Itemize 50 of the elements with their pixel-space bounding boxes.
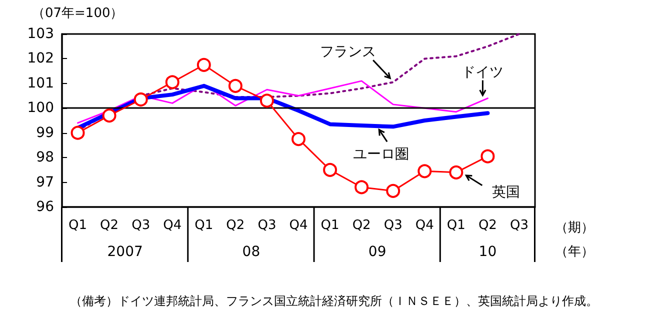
- point: [196, 58, 211, 72]
- point: [418, 164, 432, 178]
- text: 09: [368, 244, 386, 260]
- point: [323, 162, 338, 177]
- y-tick-label: 99: [36, 124, 54, 141]
- point: [102, 108, 116, 123]
- point: [165, 75, 180, 90]
- x-tick-label: Q3: [258, 218, 276, 233]
- point: [292, 132, 306, 146]
- x-tick-label: Q4: [415, 218, 434, 233]
- point: [228, 78, 242, 93]
- y-tick-label: 97: [36, 174, 54, 190]
- x-tick-label: Q2: [478, 218, 497, 233]
- series-label: ドイツ: [462, 64, 504, 80]
- y-tick-label: 103: [27, 26, 54, 42]
- point: [260, 94, 274, 108]
- text: （年）: [555, 244, 594, 260]
- x-tick-label: Q2: [352, 218, 371, 233]
- x-tick-label: Q1: [446, 218, 466, 233]
- x-tick-label: Q3: [510, 218, 528, 233]
- x-tick-label: Q1: [320, 218, 340, 233]
- point: [386, 184, 400, 198]
- x-axis-title: （期）: [555, 220, 594, 236]
- point: [480, 149, 495, 164]
- text: （備考）ドイツ連邦統計局、フランス国立統計経済研究所（ＩＮＳＥＥ）、英国統計局より作成。: [70, 294, 598, 308]
- x-tick-label: Q4: [163, 218, 182, 233]
- x-tick-label: Q1: [194, 218, 214, 233]
- x-tick-label: Q2: [226, 218, 245, 233]
- y-axis-title: （07年=100）: [32, 6, 124, 21]
- series-label: ユーロ圏: [353, 146, 410, 163]
- text: 10: [478, 244, 497, 260]
- x-tick-label: Q2: [100, 218, 119, 233]
- series-label: 英国: [492, 184, 520, 200]
- text: 2007: [107, 244, 143, 260]
- line-series: [77, 80, 488, 124]
- point: [134, 92, 148, 106]
- point: [70, 126, 85, 140]
- point: [354, 180, 369, 194]
- y-tick-label: 102: [27, 50, 54, 67]
- x-tick-label: Q3: [132, 218, 150, 233]
- text: 08: [242, 244, 260, 260]
- y-tick-label: 96: [36, 199, 54, 215]
- x-tick-label: Q1: [68, 218, 88, 233]
- y-tick-label: 98: [36, 150, 54, 166]
- y-tick-label: 100: [27, 100, 54, 116]
- x-tick-label: Q4: [289, 218, 308, 233]
- series-label: フランス: [320, 44, 376, 60]
- x-tick-label: Q3: [384, 218, 402, 233]
- y-tick-label: 101: [27, 75, 54, 92]
- point: [449, 165, 464, 180]
